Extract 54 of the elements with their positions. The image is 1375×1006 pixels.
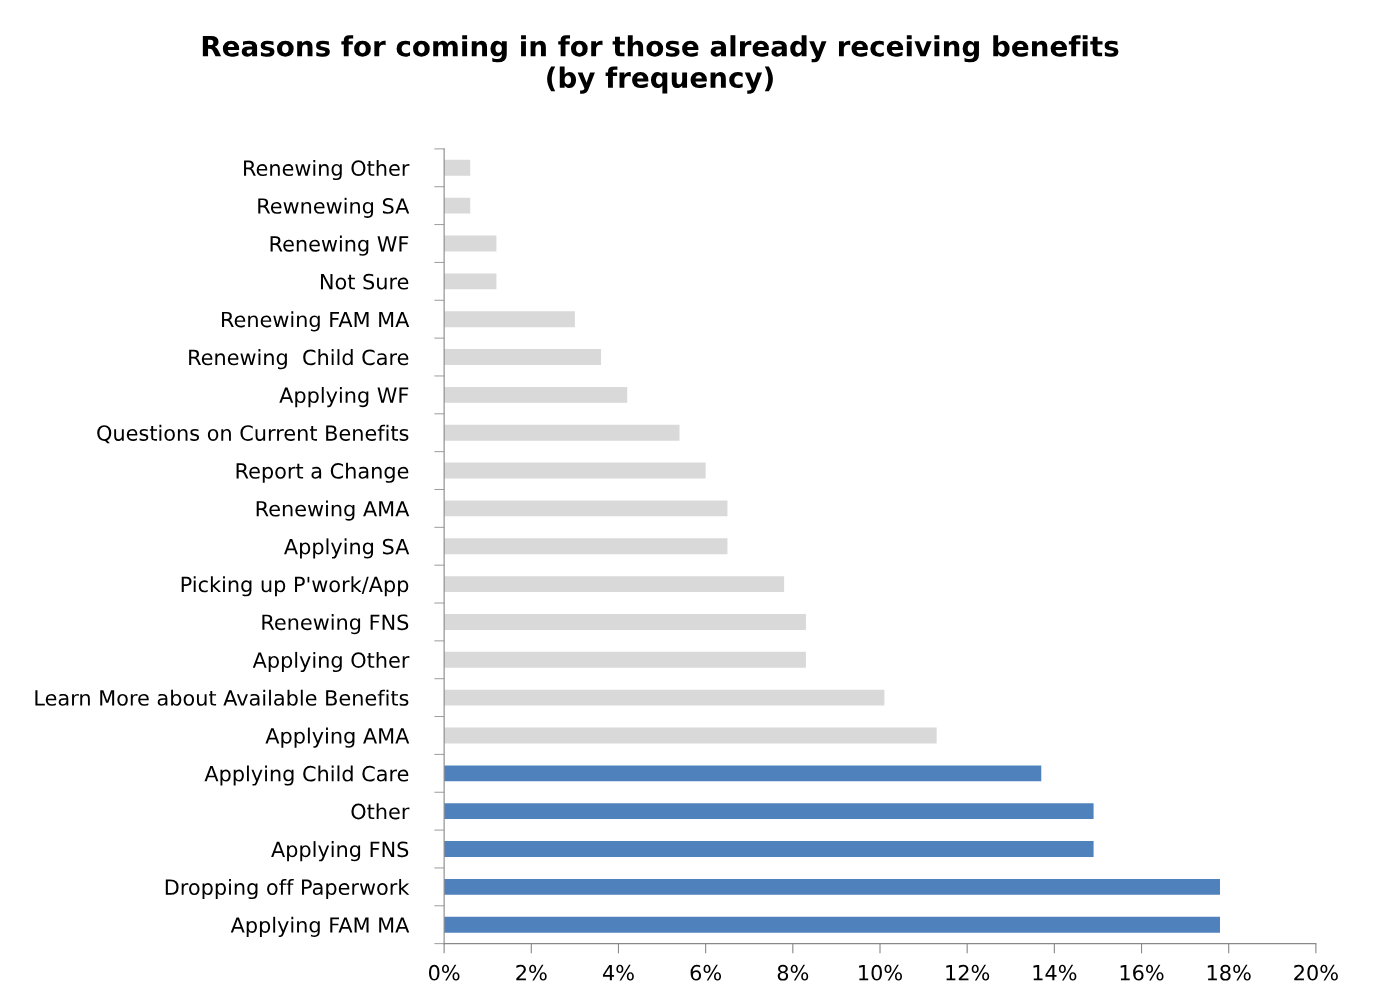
bar [444, 689, 885, 706]
x-tick-label: 6% [690, 964, 722, 981]
bar [444, 727, 937, 744]
y-tick-label: Not Sure [320, 273, 409, 290]
bar [444, 349, 602, 365]
y-tick-label: Renewing WF [270, 235, 409, 256]
bar [444, 386, 628, 403]
bar [444, 538, 728, 555]
bar [444, 197, 471, 214]
x-tick-label: 4% [602, 964, 634, 981]
y-tick-label: Renewing FAM MA [222, 311, 410, 332]
bar [444, 273, 497, 290]
bar [444, 803, 1094, 820]
x-tick-label: 0% [428, 964, 460, 981]
chart-title: Reasons for coming in for those already receiving benefits (by frequency) [202, 35, 1119, 94]
y-tick-label: Applying FAM MA [230, 916, 410, 937]
bar [444, 841, 1094, 857]
bar [444, 235, 497, 252]
bar [444, 614, 806, 630]
y-tick-label: Applying Child Care [204, 765, 409, 786]
bar [444, 500, 728, 517]
y-tick-label: Learn More about Available Benefits [35, 689, 409, 706]
y-tick-label: Renewing AMA [256, 500, 410, 521]
y-tick-label: Rewnewing SA [258, 197, 410, 218]
bar [444, 765, 1042, 782]
bar [444, 916, 1220, 933]
x-tick-label: 14% [1033, 964, 1077, 981]
y-tick-label: Applying Other [252, 651, 410, 673]
y-tick-label: Applying AMA [265, 727, 410, 748]
bar [444, 159, 471, 176]
y-tick-label: Renewing FNS [262, 614, 409, 635]
y-tick-label: Applying SA [284, 538, 410, 559]
y-tick-label: Report a Change [236, 462, 409, 483]
bar [444, 462, 706, 479]
bar [444, 424, 680, 441]
x-tick-label: 12% [946, 964, 990, 981]
bar [444, 311, 575, 328]
bar [444, 576, 785, 593]
x-tick-label: 2% [516, 964, 547, 981]
y-tick-label: Applying WF [279, 386, 409, 408]
x-tick-label: 20% [1294, 964, 1338, 981]
y-tick-label: Picking up P'work/App [181, 576, 409, 597]
x-tick-label: 18% [1207, 964, 1251, 981]
x-tick-label: 16% [1120, 964, 1164, 981]
y-tick-label: Renewing Other [244, 159, 410, 181]
y-tick-label: Questions on Current Benefits [97, 424, 409, 444]
y-tick-label: Other [351, 803, 410, 820]
bar [444, 878, 1220, 895]
x-tick-label: 10% [859, 964, 902, 981]
bar [444, 651, 806, 668]
y-tick-label: Applying FNS [271, 841, 409, 862]
y-tick-label: Renewing Child Care [189, 349, 409, 370]
x-tick-label: 8% [777, 964, 809, 981]
y-tick-label: Dropping off Paperwork [165, 878, 410, 900]
